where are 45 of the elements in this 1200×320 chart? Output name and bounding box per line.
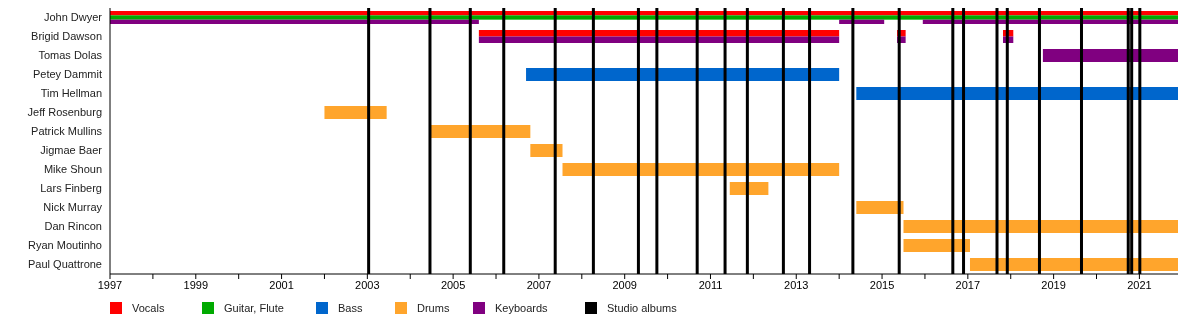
x-tick-label: 2019: [1041, 278, 1066, 291]
y-tick-label: Paul Quattrone: [28, 258, 102, 271]
x-tick-label: 2003: [355, 278, 380, 291]
x-tick-label: 2011: [698, 278, 723, 291]
legend-label: Guitar, Flute: [224, 302, 284, 314]
legend-label: Bass: [338, 302, 363, 314]
x-tick-label: 2009: [612, 278, 637, 291]
bar: [856, 87, 1178, 100]
x-tick-label: 2013: [784, 278, 809, 291]
bar: [903, 239, 970, 252]
bar: [324, 106, 387, 119]
x-tick-label: 2007: [526, 278, 552, 291]
y-tick-label: Brigid Dawson: [31, 30, 102, 43]
y-tick-label: Dan Rincon: [44, 220, 102, 233]
bar: [478, 30, 840, 37]
bar: [729, 182, 769, 195]
y-tick-label: Nick Murray: [43, 201, 103, 214]
y-tick-label: Jeff Rosenburg: [27, 106, 102, 119]
legend-label: Keyboards: [495, 302, 548, 314]
y-tick-label: Tomas Dolas: [38, 49, 103, 62]
legend-label: Vocals: [132, 302, 165, 314]
bar: [856, 201, 904, 214]
y-tick-label: John Dwyer: [43, 11, 103, 24]
y-tick-label: Patrick Mullins: [31, 125, 103, 138]
x-tick-label: 2005: [440, 278, 466, 291]
bar: [429, 125, 531, 138]
legend-label: Drums: [417, 302, 450, 314]
x-tick-label: 2021: [1127, 278, 1152, 291]
bar: [110, 15, 1178, 20]
y-tick-label: Ryan Moutinho: [28, 239, 102, 252]
bar: [110, 19, 479, 24]
x-tick-label: 1999: [183, 278, 209, 291]
x-tick-label: 2015: [869, 278, 895, 291]
y-tick-label: Jigmae Baer: [40, 144, 103, 157]
bar: [903, 220, 1178, 233]
bar: [530, 144, 563, 157]
y-tick-label: Mike Shoun: [43, 163, 102, 176]
legend-label: Studio albums: [607, 302, 677, 314]
y-tick-label: Tim Hellman: [40, 87, 102, 100]
x-tick-label: 1997: [97, 278, 123, 291]
y-tick-label: Lars Finberg: [40, 182, 102, 195]
x-tick-label: 2001: [269, 278, 294, 291]
bar: [526, 68, 840, 81]
x-tick-label: 2017: [955, 278, 981, 291]
y-tick-label: Petey Dammit: [32, 68, 102, 81]
